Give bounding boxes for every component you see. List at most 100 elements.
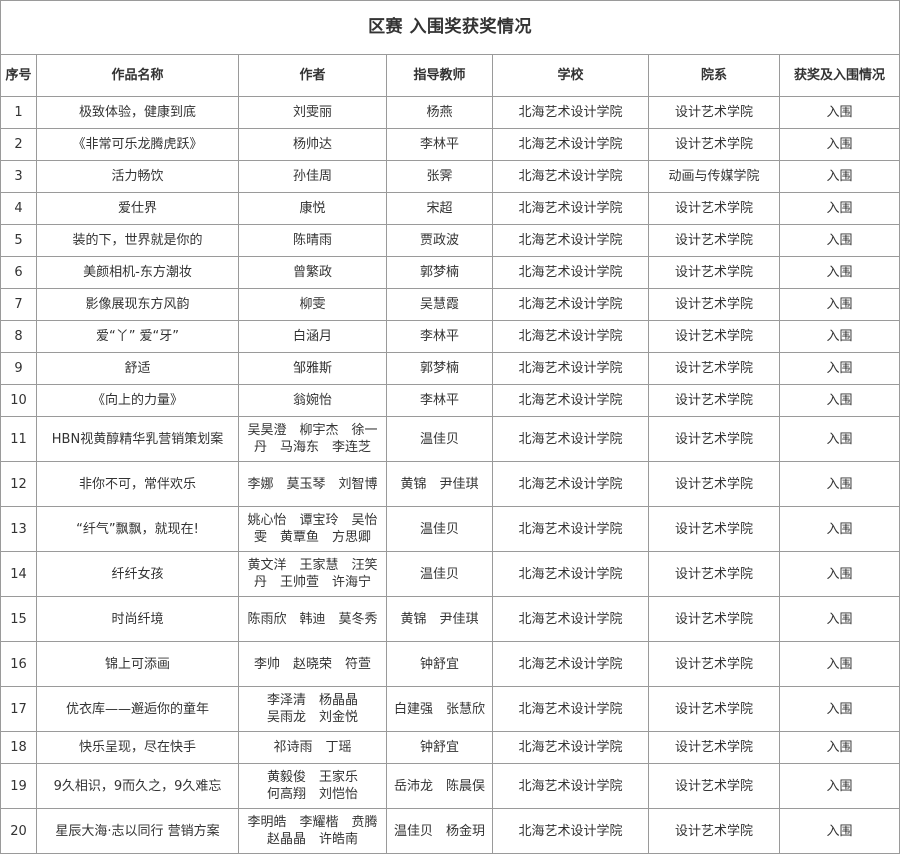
cell-dept: 设计艺术学院: [648, 320, 780, 353]
cell-school: 北海艺术设计学院: [492, 256, 649, 289]
cell-teacher: 岳沛龙 陈晨俣: [386, 763, 493, 809]
cell-award: 入围: [778, 288, 900, 321]
cell-school: 北海艺术设计学院: [492, 320, 649, 353]
cell-teacher: 钟舒宜: [386, 641, 493, 687]
cell-teacher: 白建强 张慧欣: [386, 686, 493, 732]
cell-teacher: 李林平: [386, 320, 493, 353]
cell-award: 入围: [778, 128, 900, 161]
cell-dept: 动画与传媒学院: [648, 160, 780, 193]
cell-no: 17: [0, 686, 37, 732]
cell-no: 8: [0, 320, 37, 353]
cell-work-title: 爱“丫” 爱“牙”: [36, 320, 239, 353]
cell-award: 入围: [778, 763, 900, 809]
cell-work-title: 爱仕界: [36, 192, 239, 225]
cell-teacher: 张霁: [386, 160, 493, 193]
cell-dept: 设计艺术学院: [648, 192, 780, 225]
cell-author: 黄毅俊 王家乐 何高翔 刘恺怡: [238, 763, 387, 809]
cell-dept: 设计艺术学院: [648, 506, 780, 552]
table-row: 18 快乐呈现，尽在快手 祁诗雨 丁瑶 钟舒宜 北海艺术设计学院 设计艺术学院 入围: [0, 731, 900, 764]
cell-author: 李娜 莫玉琴 刘智博: [238, 461, 387, 507]
cell-no: 1: [0, 96, 37, 129]
table-row: 12 非你不可，常伴欢乐 李娜 莫玉琴 刘智博 黄锦 尹佳琪 北海艺术设计学院 设计艺术学…: [0, 461, 900, 507]
cell-teacher: 郭梦楠: [386, 256, 493, 289]
cell-no: 14: [0, 551, 37, 597]
cell-dept: 设计艺术学院: [648, 256, 780, 289]
cell-award: 入围: [778, 596, 900, 642]
cell-work-title: 舒适: [36, 352, 239, 385]
cell-no: 19: [0, 763, 37, 809]
cell-author: 杨帅达: [238, 128, 387, 161]
cell-award: 入围: [778, 551, 900, 597]
cell-award: 入围: [778, 256, 900, 289]
cell-dept: 设计艺术学院: [648, 416, 780, 462]
table-row: 2 《非常可乐龙腾虎跃》 杨帅达 李林平 北海艺术设计学院 设计艺术学院 入围: [0, 128, 900, 161]
cell-school: 北海艺术设计学院: [492, 763, 649, 809]
cell-school: 北海艺术设计学院: [492, 551, 649, 597]
cell-work-title: 极致体验，健康到底: [36, 96, 239, 129]
cell-author: 吴昊澄 柳宇杰 徐一 丹 马海东 李连芝: [238, 416, 387, 462]
cell-award: 入围: [778, 160, 900, 193]
table-row: 20 星辰大海·志以同行 营销方案 李明皓 李耀楷 贲腾 赵晶晶 许皓南 温佳贝 杨金…: [0, 808, 900, 854]
cell-school: 北海艺术设计学院: [492, 731, 649, 764]
cell-teacher: 杨燕: [386, 96, 493, 129]
cell-school: 北海艺术设计学院: [492, 641, 649, 687]
header-teacher: 指导教师: [386, 54, 493, 97]
table-row: 14 纤纤女孩 黄文洋 王家慧 汪笑 丹 王帅萱 许海宁 温佳贝 北海艺术设计学院 设计艺…: [0, 551, 900, 597]
cell-teacher: 温佳贝: [386, 551, 493, 597]
cell-teacher: 李林平: [386, 128, 493, 161]
table-row: 16 锦上可添画 李帅 赵晓荣 符萱 钟舒宜 北海艺术设计学院 设计艺术学院 入围: [0, 641, 900, 687]
cell-school: 北海艺术设计学院: [492, 160, 649, 193]
cell-work-title: 《非常可乐龙腾虎跃》: [36, 128, 239, 161]
cell-work-title: 装的下，世界就是你的: [36, 224, 239, 257]
header-author: 作者: [238, 54, 387, 97]
cell-author: 翁婉怡: [238, 384, 387, 417]
cell-no: 12: [0, 461, 37, 507]
cell-school: 北海艺术设计学院: [492, 506, 649, 552]
cell-teacher: 温佳贝 杨金玥: [386, 808, 493, 854]
cell-school: 北海艺术设计学院: [492, 224, 649, 257]
cell-work-title: 纤纤女孩: [36, 551, 239, 597]
cell-author: 孙佳周: [238, 160, 387, 193]
cell-school: 北海艺术设计学院: [492, 384, 649, 417]
cell-author: 柳雯: [238, 288, 387, 321]
table-row: 7 影像展现东方风韵 柳雯 吴慧霞 北海艺术设计学院 设计艺术学院 入围: [0, 288, 900, 321]
cell-school: 北海艺术设计学院: [492, 352, 649, 385]
cell-author: 黄文洋 王家慧 汪笑 丹 王帅萱 许海宁: [238, 551, 387, 597]
cell-no: 9: [0, 352, 37, 385]
cell-author: 陈晴雨: [238, 224, 387, 257]
cell-award: 入围: [778, 224, 900, 257]
cell-dept: 设计艺术学院: [648, 686, 780, 732]
cell-author: 祁诗雨 丁瑶: [238, 731, 387, 764]
table-row: 5 装的下，世界就是你的 陈晴雨 贾政波 北海艺术设计学院 设计艺术学院 入围: [0, 224, 900, 257]
table-row: 13 “纤气”飘飘，就现在! 姚心怡 谭宝玲 吴怡 雯 黄覃鱼 方思卿 温佳贝 北海艺术…: [0, 506, 900, 552]
cell-award: 入围: [778, 416, 900, 462]
cell-no: 7: [0, 288, 37, 321]
cell-author: 陈雨欣 韩迪 莫冬秀: [238, 596, 387, 642]
cell-no: 11: [0, 416, 37, 462]
table-row: 8 爱“丫” 爱“牙” 白涵月 李林平 北海艺术设计学院 设计艺术学院 入围: [0, 320, 900, 353]
cell-school: 北海艺术设计学院: [492, 96, 649, 129]
cell-author: 刘雯丽: [238, 96, 387, 129]
cell-no: 20: [0, 808, 37, 854]
cell-teacher: 黄锦 尹佳琪: [386, 461, 493, 507]
cell-award: 入围: [778, 384, 900, 417]
header-work: 作品名称: [36, 54, 239, 97]
cell-dept: 设计艺术学院: [648, 352, 780, 385]
header-award: 获奖及入围情况: [778, 54, 900, 97]
cell-no: 2: [0, 128, 37, 161]
table-row: 6 美颜相机-东方潮妆 曾繁政 郭梦楠 北海艺术设计学院 设计艺术学院 入围: [0, 256, 900, 289]
table-row: 19 9久相识，9而久之，9久难忘 黄毅俊 王家乐 何高翔 刘恺怡 岳沛龙 陈晨俣 北海…: [0, 763, 900, 809]
cell-no: 4: [0, 192, 37, 225]
cell-teacher: 郭梦楠: [386, 352, 493, 385]
cell-award: 入围: [778, 808, 900, 854]
cell-work-title: 时尚纤境: [36, 596, 239, 642]
cell-no: 6: [0, 256, 37, 289]
cell-school: 北海艺术设计学院: [492, 416, 649, 462]
cell-dept: 设计艺术学院: [648, 731, 780, 764]
cell-dept: 设计艺术学院: [648, 551, 780, 597]
table-row: 17 优衣库——邂逅你的童年 李泽清 杨晶晶 吴雨龙 刘金悦 白建强 张慧欣 北海艺术设…: [0, 686, 900, 732]
cell-work-title: 快乐呈现，尽在快手: [36, 731, 239, 764]
cell-dept: 设计艺术学院: [648, 596, 780, 642]
cell-school: 北海艺术设计学院: [492, 686, 649, 732]
